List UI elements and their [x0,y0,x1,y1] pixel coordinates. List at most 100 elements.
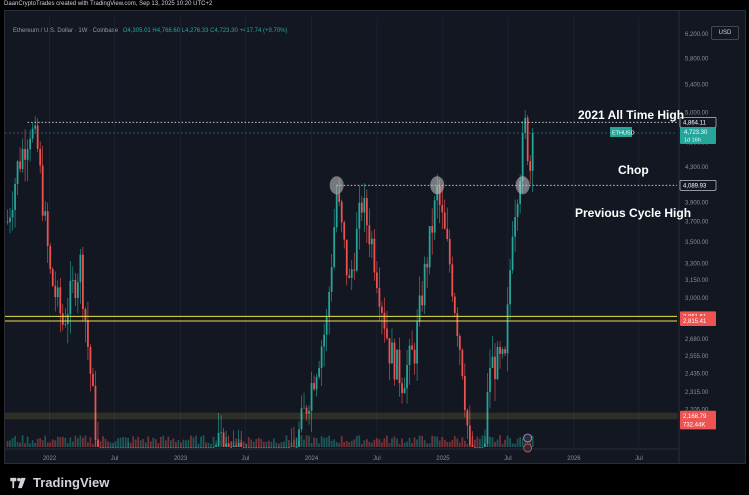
volume-bar [197,443,200,447]
volume-bar [345,440,348,447]
candle-body [474,447,476,448]
candle-body [197,447,200,448]
candle-body [476,447,479,448]
price-chart[interactable]: 6,200.005,800.005,400.005,000.004,600.00… [5,11,745,463]
volume-bar [373,439,376,447]
candle-body [61,313,64,325]
dividend-marker-icon[interactable] [523,443,533,453]
candle-body [31,128,34,139]
price-label-text: 2,168.79 [683,414,707,420]
volume-bar [56,436,59,447]
candle-body [280,447,283,448]
candle-body [237,442,240,447]
candle-body [283,447,285,448]
y-tick-label: 3,700.00 [685,220,709,226]
candle-body [494,356,496,380]
candle-body [376,272,378,288]
volume-bar [305,435,308,447]
candle-body [489,367,491,393]
candle-body [195,447,197,448]
currency-button[interactable]: USD [711,26,739,40]
candle-body [365,197,368,226]
candle-body [51,268,54,286]
volume-bar [257,437,260,447]
candle-body [388,338,391,364]
candle-body [164,447,167,448]
volume-bar [499,435,501,447]
volume-bar [280,442,283,447]
volume-bar [167,436,170,447]
y-tick-label: 2,315.00 [685,390,709,396]
volume-bar [489,436,491,447]
volume-bar [288,440,290,447]
volume-bar [159,436,162,447]
volume-bar [310,442,313,447]
y-tick-label: 6,200.00 [685,32,709,38]
candle-body [378,287,381,307]
candle-body [398,349,401,384]
candle-body [225,443,228,447]
candle-body [41,165,44,216]
volume-bar [119,437,122,447]
candle-body [353,269,356,271]
volume-bar [381,442,383,447]
volume-bar [348,442,351,447]
candle-body [16,161,19,185]
volume-bar [21,435,24,447]
volume-bar [107,441,109,447]
candle-body [348,275,351,278]
candle-body [491,356,494,368]
candle-body [6,221,9,223]
volume-bar [491,437,494,447]
ohlc-values: O4,305.01 H4,768.60 L4,276.33 C4,723.30 … [122,28,288,34]
volume-bar [396,438,398,447]
candle-body [441,205,444,213]
candle-body [192,447,195,448]
candle-body [159,447,162,448]
candle-body [300,408,303,430]
candle-body [308,410,310,414]
candle-body [149,447,152,448]
candle-body [446,228,449,239]
current-price-text: 4,723.30 [684,130,708,136]
volume-bar [443,439,446,447]
candle-body [114,447,117,448]
chart-panel[interactable]: Ethereum / U.S. Dollar · 1W · Coinbase O… [4,10,746,464]
candle-body [245,447,248,448]
candle-body [87,320,89,347]
candle-body [481,447,484,448]
candle-body [310,383,313,411]
volume-bar [516,438,519,447]
volume-bar [451,440,454,447]
y-tick-label: 5,400.00 [685,82,709,88]
candle-body [205,447,207,448]
candle-body [391,342,393,364]
volume-bar [49,442,52,447]
volume-bar [162,435,165,447]
volume-bar [154,439,157,447]
volume-bar [401,438,403,447]
volume-bar [190,435,192,447]
author-credit: DaanCryptoTrades created with TradingVie… [4,1,213,7]
candle-body [355,228,358,271]
volume-bar [44,435,47,447]
volume-bar [192,437,195,447]
volume-bar [207,442,210,447]
candle-body [421,295,424,306]
volume-bar [358,435,361,447]
volume-bar [406,441,408,447]
candle-body [64,324,67,325]
volume-bar [383,438,386,447]
volume-bar [46,442,49,447]
x-tick-label: Jul [373,456,381,462]
event-marker-icon[interactable] [523,433,533,443]
volume-bar [363,440,366,447]
volume-bar [431,435,434,447]
volume-bar [378,439,381,447]
candle-body [82,254,84,309]
candle-body [34,125,37,129]
volume-bar [421,436,424,447]
candle-body [215,445,217,447]
volume-bar [172,438,175,447]
price-label-box [680,315,716,326]
